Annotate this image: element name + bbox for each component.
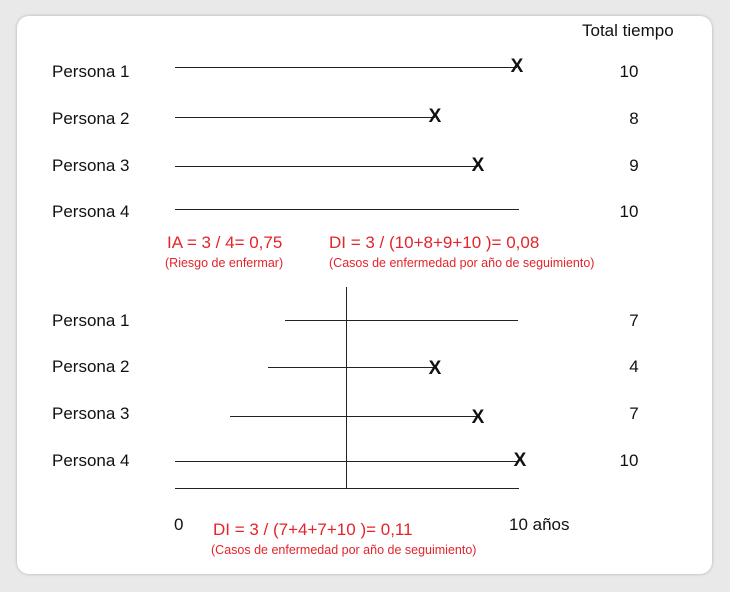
bottom-di-formula: DI = 3 / (7+4+7+10 )= 0,11 bbox=[213, 520, 413, 539]
top-row-3-line bbox=[175, 166, 478, 167]
bottom-row-4-event-mark: X bbox=[513, 450, 527, 471]
bottom-row-1-total: 7 bbox=[629, 311, 639, 330]
top-row-4-label: Persona 4 bbox=[52, 202, 130, 221]
bottom-row-2-total: 4 bbox=[629, 357, 639, 376]
ia-note: (Riesgo de enfermar) bbox=[165, 256, 284, 270]
bottom-di-note: (Casos de enfermedad por año de seguimie… bbox=[211, 543, 477, 557]
time-axis bbox=[175, 488, 519, 489]
calendar-cutoff-line bbox=[346, 287, 347, 488]
axis-start-label: 0 bbox=[174, 515, 184, 534]
ia-formula: IA = 3 / 4= 0,75 bbox=[167, 233, 283, 252]
bottom-row-3-line bbox=[230, 416, 478, 417]
top-row-3-event-mark: X bbox=[471, 155, 485, 176]
total-time-header: Total tiempo bbox=[582, 21, 674, 40]
top-row-2-line bbox=[175, 117, 435, 118]
bottom-row-2-line bbox=[268, 367, 435, 368]
bottom-row-3-label: Persona 3 bbox=[52, 404, 130, 423]
top-row-2-label: Persona 2 bbox=[52, 109, 130, 128]
top-row-2-event-mark: X bbox=[428, 106, 442, 127]
bottom-row-4-line bbox=[175, 461, 519, 462]
top-row-2-total: 8 bbox=[629, 109, 639, 128]
top-di-formula: DI = 3 / (10+8+9+10 )= 0,08 bbox=[329, 233, 540, 252]
bottom-row-4-total: 10 bbox=[619, 451, 639, 470]
top-row-3-total: 9 bbox=[629, 156, 639, 175]
top-di-note: (Casos de enfermedad por año de seguimie… bbox=[329, 256, 595, 270]
bottom-row-2-label: Persona 2 bbox=[52, 357, 130, 376]
bottom-row-1-line bbox=[285, 320, 518, 321]
bottom-row-3-total: 7 bbox=[629, 404, 639, 423]
bottom-row-3-event-mark: X bbox=[471, 407, 485, 428]
top-row-1-line bbox=[175, 67, 517, 68]
bottom-row-2-event-mark: X bbox=[428, 358, 442, 379]
top-row-3-label: Persona 3 bbox=[52, 156, 130, 175]
top-row-1-label: Persona 1 bbox=[52, 62, 130, 81]
top-row-1-event-mark: X bbox=[510, 56, 524, 77]
bottom-row-1-label: Persona 1 bbox=[52, 311, 130, 330]
top-row-4-total: 10 bbox=[619, 202, 639, 221]
figure-card bbox=[17, 16, 712, 574]
axis-end-label: 10 años bbox=[509, 515, 570, 534]
top-row-1-total: 10 bbox=[619, 62, 639, 81]
top-row-4-line bbox=[175, 209, 519, 210]
bottom-row-4-label: Persona 4 bbox=[52, 451, 130, 470]
